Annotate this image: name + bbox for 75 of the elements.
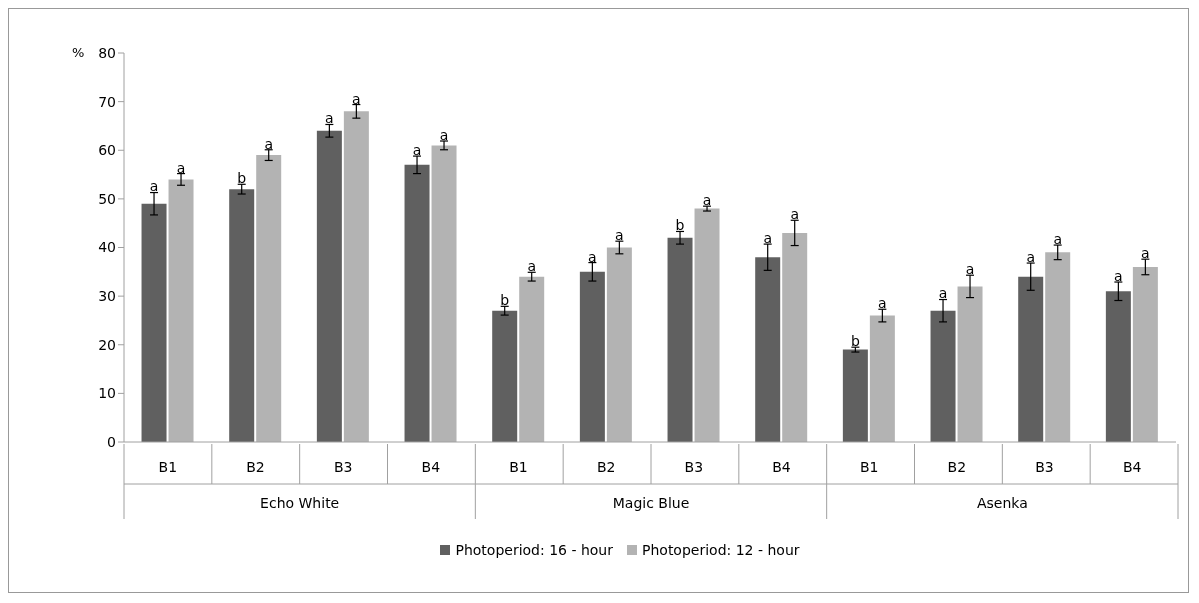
bar [519, 276, 545, 442]
data-label: a [264, 135, 273, 152]
y-tick-label: 10 [98, 385, 116, 402]
y-tick-label: 50 [98, 190, 116, 207]
bar [1132, 266, 1158, 442]
data-label: a [1053, 231, 1062, 248]
x-tick-label: B4 [772, 459, 791, 475]
bar [168, 179, 194, 442]
bar [667, 237, 693, 442]
bar [782, 232, 808, 442]
data-label: a [615, 227, 624, 244]
x-tick-label: B2 [596, 459, 616, 475]
x-tick-label: B3 [684, 459, 704, 475]
data-label: b [850, 333, 860, 350]
text: Echo White [260, 495, 340, 511]
data-label: a [790, 206, 799, 223]
bar [256, 155, 282, 442]
data-label: a [527, 258, 536, 275]
x-tick-label: B2 [246, 459, 265, 475]
data-label: a [1026, 248, 1035, 265]
bar [694, 208, 720, 442]
data-label: a [149, 178, 159, 195]
bar [431, 145, 457, 442]
bar [229, 189, 255, 442]
x-tick-label: B3 [1035, 459, 1054, 475]
bar [316, 130, 342, 442]
text: Asenka [976, 495, 1028, 511]
data-label: a [965, 261, 975, 278]
x-tick-label: B1 [859, 459, 879, 475]
data-label: a [176, 159, 186, 176]
bar [1105, 291, 1131, 442]
data-label: a [938, 285, 948, 302]
bar [1018, 276, 1044, 442]
y-tick-label: 60 [98, 142, 116, 159]
bar [404, 164, 430, 442]
data-label: a [878, 295, 887, 312]
y-tick-label: 40 [98, 239, 116, 256]
bar [930, 310, 956, 442]
y-tick-label: 70 [98, 93, 116, 110]
data-label: a [412, 142, 422, 159]
bar [343, 111, 369, 442]
data-label: a [763, 230, 772, 247]
bar [842, 349, 868, 442]
x-tick-label: B4 [421, 459, 441, 475]
x-tick-label: B1 [158, 459, 178, 475]
bar [141, 203, 167, 442]
bar [492, 310, 518, 442]
data-label: a [1141, 245, 1150, 262]
data-label: a [439, 126, 449, 143]
data-label: a [588, 248, 597, 265]
bar [579, 271, 605, 442]
x-tick-label: B1 [509, 459, 528, 475]
data-label: a [325, 110, 334, 127]
y-tick-label: 20 [98, 336, 116, 353]
bar [1045, 252, 1071, 442]
data-label: a [1114, 267, 1123, 284]
y-tick-label: 0 [107, 433, 116, 450]
text: Magic Blue [612, 495, 690, 511]
x-tick-label: B2 [947, 459, 967, 475]
bar [755, 257, 781, 442]
y-axis-title: % [72, 45, 85, 60]
x-tick-label: B3 [333, 459, 353, 475]
data-label: b [675, 217, 685, 234]
x-tick-label: B4 [1122, 459, 1142, 475]
bar [957, 286, 983, 442]
y-tick-label: 80 [98, 44, 116, 61]
bar [606, 247, 632, 442]
data-label: b [237, 170, 247, 187]
legend-label: Photoperiod: 12 - hour [641, 542, 800, 558]
data-label: a [352, 90, 361, 107]
data-label: a [702, 192, 712, 209]
data-label: b [500, 292, 510, 309]
legend-label: Photoperiod: 16 - hour [454, 542, 613, 558]
y-tick-label: 30 [98, 288, 116, 305]
bar [869, 315, 895, 442]
